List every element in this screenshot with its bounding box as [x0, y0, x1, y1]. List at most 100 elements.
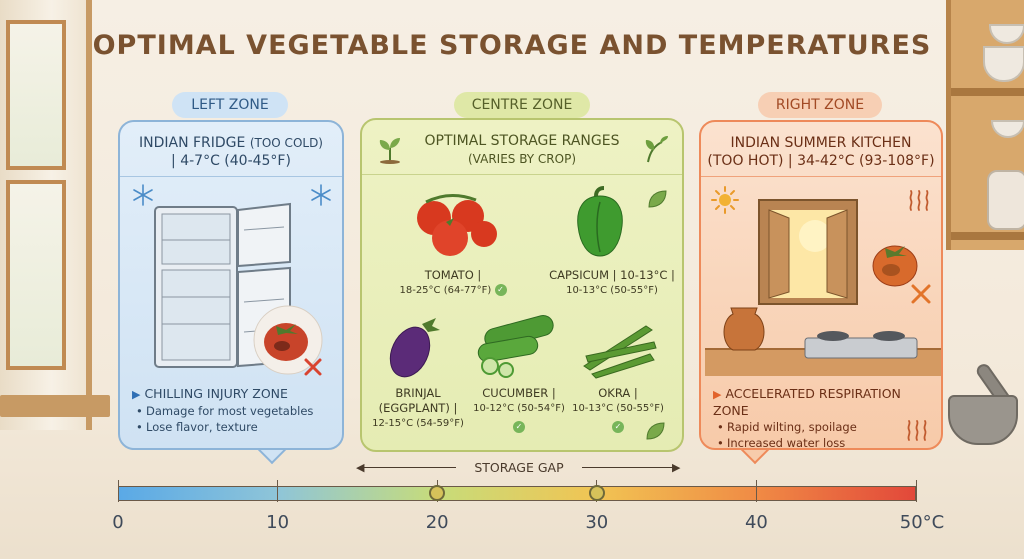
window-pane — [6, 20, 66, 170]
right-zone-tag: RIGHT ZONE — [758, 92, 882, 118]
tomato-label: TOMATO | 18-25°C (64-77°F) ✓ — [380, 268, 526, 298]
centre-heading-text: OPTIMAL STORAGE RANGES — [424, 133, 620, 149]
bullet-item: Rapid wilting, spoilage — [713, 419, 938, 435]
tomato-icon — [417, 194, 497, 256]
scale-tick-label: 50°C — [899, 512, 945, 533]
scale-tick-label: 0 — [112, 512, 124, 533]
gas-stove-icon — [804, 331, 918, 359]
left-point-title-row: ▶ CHILLING INJURY ZONE — [132, 386, 337, 403]
cross-icon — [911, 284, 931, 304]
right-point-title-row: ▶ ACCELERATED RESPIRATION ZONE — [713, 386, 938, 419]
scale-tick-label: 40 — [744, 512, 768, 533]
sunny-window-icon — [758, 199, 858, 305]
bullet-item: Damage for most vegetables — [132, 403, 337, 419]
okra-range: 10-13°C (50-55°F) — [572, 403, 664, 414]
cucumber-icon — [477, 315, 554, 378]
centre-zone-panel: OPTIMAL STORAGE RANGES (VARIES BY CROP) … — [360, 118, 684, 452]
scale-tick-label: 30 — [585, 512, 609, 533]
check-row: ✓ — [568, 419, 668, 434]
left-point-title: CHILLING INJURY ZONE — [144, 386, 288, 401]
cucumber-label: CUCUMBER | 10-12°C (50-54°F) ✓ — [464, 386, 574, 434]
capsicum-label: CAPSICUM | 10-13°C | 10-13°C (50-55°F) — [542, 268, 682, 298]
check-icon: ✓ — [612, 420, 624, 433]
right-heading-text: INDIAN SUMMER KITCHEN — [730, 135, 912, 151]
right-point-title: ACCELERATED RESPIRATION ZONE — [713, 386, 901, 418]
cucumber-name: CUCUMBER | — [482, 386, 556, 400]
storage-gap: ◀ STORAGE GAP ▶ — [356, 460, 682, 476]
kitchen-window — [0, 0, 110, 430]
window-pane — [6, 180, 66, 370]
leaf-icon — [648, 190, 667, 208]
scale-tick-label: 10 — [266, 512, 290, 533]
gap-line — [582, 467, 674, 468]
mortar-icon — [948, 395, 1018, 445]
left-zone-panel: INDIAN FRIDGE (TOO COLD) | 4-7°C (40-45°… — [118, 120, 344, 450]
left-zone-heading: INDIAN FRIDGE (TOO COLD) | 4-7°C (40-45°… — [120, 134, 342, 170]
tomato-range-row: 18-25°C (64-77°F) ✓ — [380, 283, 526, 298]
scale-tick — [915, 480, 917, 502]
check-icon: ✓ — [513, 420, 525, 433]
arrow-icon: ▶ — [132, 388, 141, 401]
shelf-board — [951, 232, 1024, 240]
temperature-scale-bar — [118, 486, 916, 501]
brinjal-icon — [389, 318, 440, 378]
snowflake-icon — [311, 184, 331, 206]
scale-tick — [755, 480, 757, 502]
wall-shelf — [946, 0, 1024, 250]
snowflake-icon — [133, 184, 153, 206]
left-zone-tag: LEFT ZONE — [172, 92, 288, 118]
divider — [701, 176, 941, 177]
tomato-range: 18-25°C (64-77°F) — [399, 285, 492, 296]
shelf-board — [951, 88, 1024, 96]
centre-heading-note: (VARIES BY CROP) — [467, 152, 577, 166]
window-sill — [0, 395, 110, 417]
okra-icon — [583, 325, 657, 379]
sprout-icon — [645, 136, 668, 163]
brinjal-name: BRINJAL — [395, 386, 441, 400]
scale-marker-dot — [429, 485, 446, 501]
sprout-icon — [379, 138, 400, 164]
centre-zone-heading: OPTIMAL STORAGE RANGES (VARIES BY CROP) — [362, 132, 682, 168]
right-heading-range: (TOO HOT) | 34-42°C (93-108°F) — [707, 153, 935, 169]
cucumber-range: 10-12°C (50-54°F) — [473, 403, 565, 414]
capsicum-range: 10-13°C (50-55°F) — [566, 285, 658, 296]
right-zone-heading: INDIAN SUMMER KITCHEN (TOO HOT) | 34-42°… — [701, 134, 941, 170]
page-title: OPTIMAL VEGETABLE STORAGE AND TEMPERATUR… — [92, 30, 932, 61]
left-heading-note: (TOO COLD) — [249, 136, 323, 150]
arrow-right-icon: ▶ — [672, 461, 681, 474]
bowl-icon — [991, 120, 1024, 138]
gap-line — [364, 467, 456, 468]
left-zone-points: ▶ CHILLING INJURY ZONE Damage for most v… — [132, 386, 337, 435]
brinjal-range: 12-15°C (54-59°F) — [372, 418, 464, 429]
leaf-icon — [646, 422, 665, 440]
spoiled-tomato-icon — [872, 245, 918, 287]
scale-marker-dot — [588, 485, 605, 501]
bullet-item: Lose flavor, texture — [132, 419, 337, 435]
okra-label: OKRA | 10-13°C (50-55°F) ✓ — [568, 386, 668, 434]
right-zone-panel: INDIAN SUMMER KITCHEN (TOO HOT) | 34-42°… — [699, 120, 943, 451]
capsicum-name: CAPSICUM | 10-13°C | — [549, 268, 675, 282]
brinjal-name-alt: (EGGPLANT) | — [378, 401, 458, 415]
check-icon: ✓ — [494, 284, 507, 296]
brinjal-label: BRINJAL (EGGPLANT) | 12-15°C (54-59°F) — [366, 386, 470, 431]
scale-tick-label: 20 — [425, 512, 449, 533]
scale-tick — [117, 480, 119, 502]
jar-icon — [987, 170, 1024, 230]
capsicum-icon — [577, 186, 623, 257]
okra-name: OKRA | — [598, 386, 638, 400]
check-row: ✓ — [464, 419, 574, 434]
left-heading-text: INDIAN FRIDGE — [138, 135, 246, 151]
storage-gap-label: STORAGE GAP — [474, 460, 564, 475]
tomato-name: TOMATO | — [424, 268, 482, 282]
arrow-icon: ▶ — [713, 388, 722, 401]
divider — [362, 174, 682, 175]
heat-waves-icon — [909, 190, 929, 211]
bullet-item: Increased water loss — [713, 435, 938, 451]
clay-pot-icon — [723, 307, 765, 351]
centre-zone-tag: CENTRE ZONE — [454, 92, 590, 118]
arrow-left-icon: ◀ — [356, 461, 365, 474]
right-zone-points: ▶ ACCELERATED RESPIRATION ZONE Rapid wil… — [713, 386, 938, 451]
damaged-tomato-icon — [253, 305, 323, 375]
bowl-icon — [983, 46, 1024, 82]
sun-icon — [711, 186, 739, 214]
